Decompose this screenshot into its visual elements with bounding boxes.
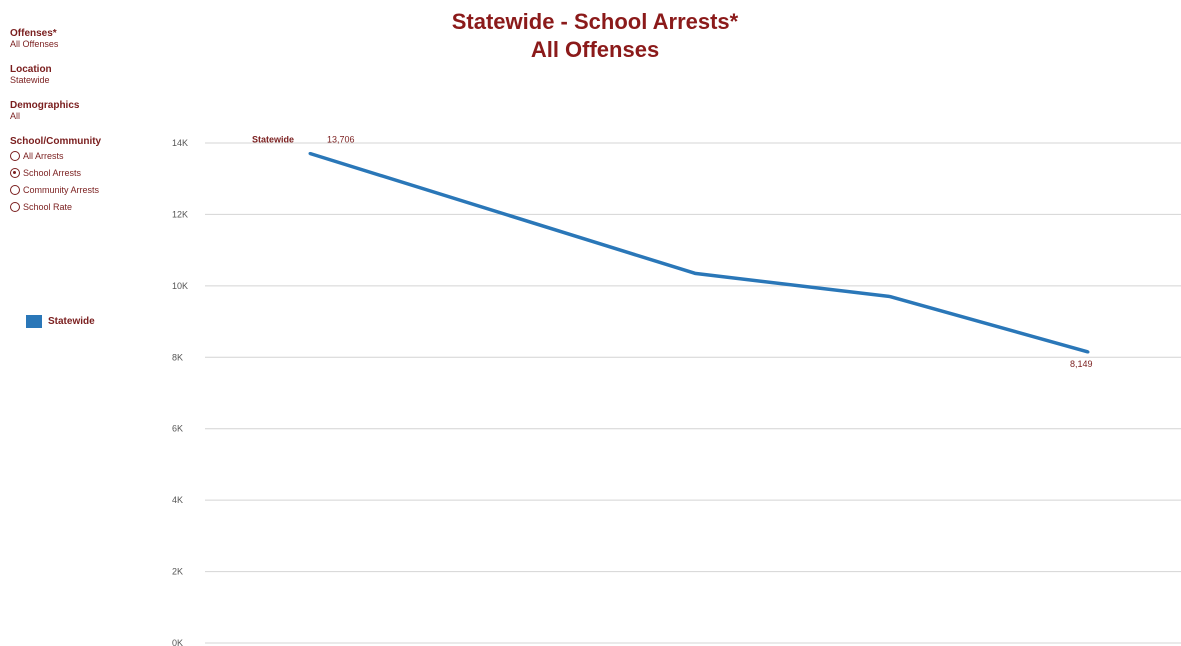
y-tick-label: 12K [172, 209, 188, 219]
school-community-filter: School/Community All Arrests School Arre… [10, 136, 160, 215]
y-tick-label: 2K [172, 567, 183, 577]
chart-subtitle: All Offenses [530, 37, 660, 62]
y-tick-label: 10K [172, 281, 188, 291]
radio-icon[interactable] [10, 167, 20, 178]
legend-item-statewide[interactable]: Statewide [26, 315, 95, 328]
radio-label: School Rate [23, 201, 73, 212]
y-tick-label: 0K [172, 638, 183, 646]
chart-title: Statewide - School Arrests* [451, 9, 739, 34]
y-tick-label: 14K [172, 138, 188, 148]
location-filter[interactable]: Location Statewide [10, 64, 160, 86]
y-tick-label: 4K [172, 495, 183, 505]
legend-swatch [26, 315, 42, 328]
radio-school-arrests[interactable]: School Arrests [10, 164, 160, 181]
radio-label: Community Arrests [23, 184, 100, 195]
filter-sidebar: Offenses* All Offenses Location Statewid… [10, 28, 160, 229]
radio-label: All Arrests [23, 150, 64, 161]
offenses-filter[interactable]: Offenses* All Offenses [10, 28, 160, 50]
school-community-label: School/Community [10, 136, 102, 147]
data-label: 13,706 [327, 135, 355, 145]
location-value[interactable]: Statewide [10, 75, 50, 85]
radio-icon[interactable] [10, 150, 20, 161]
data-point [1086, 350, 1090, 354]
location-label: Location [10, 64, 52, 75]
offenses-value[interactable]: All Offenses [10, 39, 59, 49]
legend-label: Statewide [48, 316, 95, 327]
chart-title-block: Statewide - School Arrests* All Offenses [380, 8, 810, 64]
data-point [308, 152, 312, 155]
data-point [693, 271, 697, 275]
data-label: 8,149 [1070, 359, 1093, 369]
series-name-label: Statewide [252, 135, 294, 145]
radio-school-rate[interactable]: School Rate [10, 198, 160, 215]
radio-all-arrests[interactable]: All Arrests [10, 147, 160, 164]
demographics-value[interactable]: All [10, 111, 21, 121]
demographics-label: Demographics [10, 100, 80, 111]
radio-icon[interactable] [10, 201, 20, 212]
y-tick-label: 8K [172, 352, 183, 362]
offenses-label: Offenses* [10, 28, 57, 39]
data-point [888, 295, 892, 299]
radio-icon[interactable] [10, 184, 20, 195]
demographics-filter[interactable]: Demographics All [10, 100, 160, 122]
series-line-statewide [309, 151, 1089, 354]
radio-label: School Arrests [23, 167, 82, 178]
radio-community-arrests[interactable]: Community Arrests [10, 181, 160, 198]
y-tick-label: 6K [172, 424, 183, 434]
